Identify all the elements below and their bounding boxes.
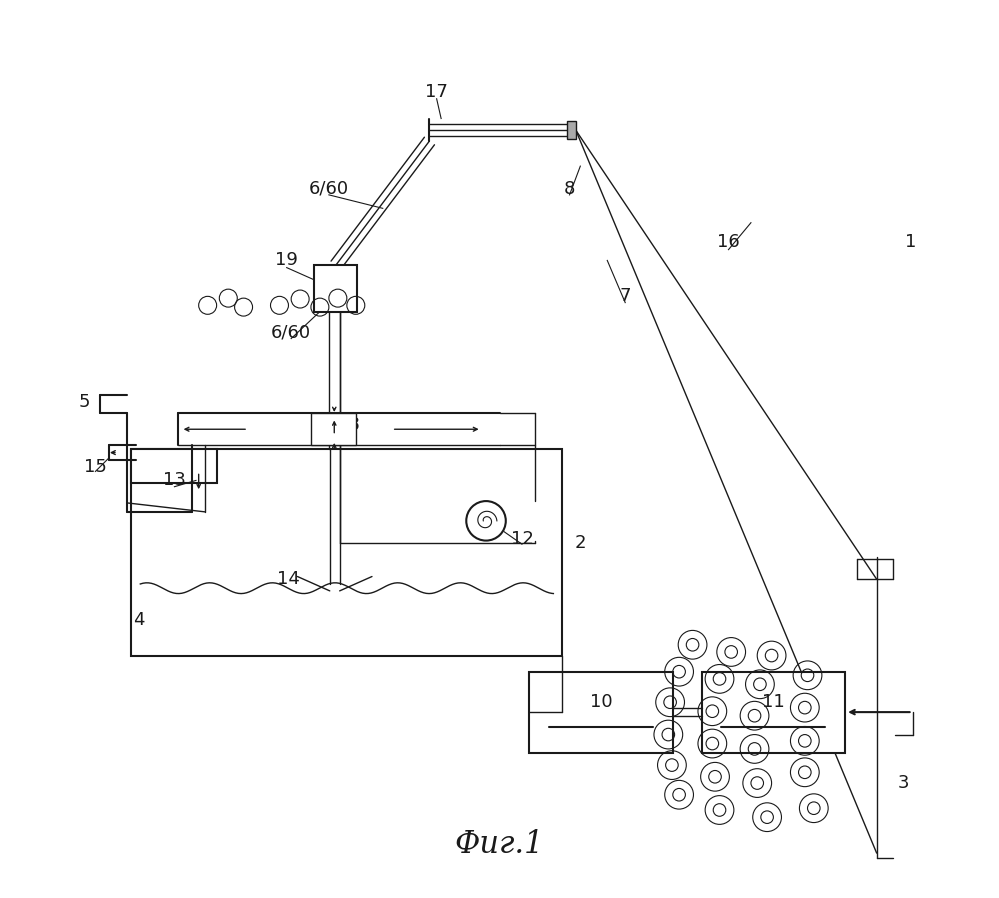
Text: 6/60: 6/60 (309, 180, 349, 198)
Text: 5: 5 (79, 393, 90, 411)
Text: 7: 7 (619, 287, 631, 305)
Text: 14: 14 (277, 570, 300, 588)
Text: 4: 4 (133, 611, 144, 629)
Text: 1: 1 (905, 233, 916, 251)
Bar (314, 265, 357, 312)
Bar (311, 413, 356, 445)
Text: 13: 13 (163, 471, 186, 489)
Text: 18: 18 (338, 416, 360, 434)
Text: 15: 15 (84, 458, 107, 476)
Text: 2: 2 (574, 534, 586, 552)
Text: Фиг.1: Фиг.1 (455, 829, 544, 859)
Text: 17: 17 (426, 83, 449, 101)
Text: 10: 10 (589, 693, 612, 711)
Text: 19: 19 (276, 251, 298, 269)
Bar (131, 449, 217, 483)
Text: 3: 3 (898, 774, 909, 792)
Text: 16: 16 (717, 233, 740, 251)
Text: 11: 11 (762, 693, 785, 711)
Bar (529, 672, 672, 753)
Bar (566, 121, 575, 139)
Text: 6/60: 6/60 (271, 323, 312, 341)
Text: 8: 8 (563, 180, 575, 198)
Text: 12: 12 (510, 530, 533, 548)
Bar (701, 672, 845, 753)
Bar (131, 449, 562, 656)
